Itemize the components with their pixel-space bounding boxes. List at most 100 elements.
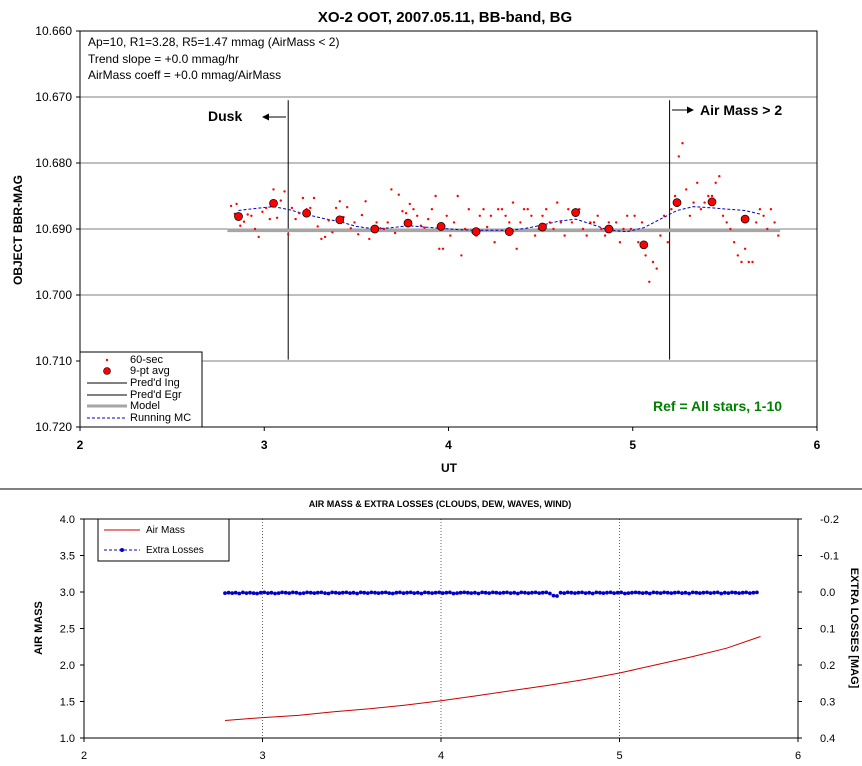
extra-losses-point [523,590,527,595]
sixty-sec-point [515,247,518,250]
sixty-sec-point [710,194,714,198]
extra-losses-point [726,591,731,595]
sixty-sec-point [600,227,603,231]
bottom-y2-tick-label: 0.2 [820,660,835,672]
extra-losses-point [601,591,606,595]
extra-losses-point [423,590,427,595]
sixty-sec-point [556,201,559,204]
extra-losses-point [705,590,709,595]
sixty-sec-point [755,221,758,224]
extra-losses-point [373,590,377,595]
extra-losses-point [540,590,545,595]
sixty-sec-point [541,214,544,217]
nine-pt-avg-point [403,218,413,228]
sixty-sec-point [250,214,253,217]
sixty-sec-point [323,235,327,239]
sixty-sec-point [493,241,496,244]
sixty-sec-point [607,221,610,224]
bottom-y-tick-label: 3.5 [60,551,75,563]
extra-losses-point [405,590,409,595]
sixty-sec-point [246,213,249,216]
sixty-sec-point [257,235,260,239]
extra-losses-point [387,591,392,595]
extra-losses-point [340,590,345,595]
sixty-sec-point [655,267,658,270]
bottom-y-tick-label: 2.5 [60,624,75,636]
legend-ingress: Pred'd Ing [130,377,180,389]
extra-losses-point [308,590,313,595]
nine-pt-avg-point [335,215,345,225]
extra-losses-point [298,591,302,596]
bottom-y2-tick-label: 0.0 [820,587,835,599]
extra-losses-point [637,590,641,595]
bottom-y-axis-label: AIR MASS [33,601,45,655]
extra-losses-point [505,590,509,595]
sixty-sec-point [559,221,563,224]
sixty-sec-point [416,214,419,217]
sixty-sec-point [688,214,692,217]
bottom-chart: AIR MASS & EXTRA LOSSES (CLOUDS, DEW, WA… [33,499,860,762]
nine-pt-avg-point [471,227,481,236]
extra-losses-point [562,591,567,595]
extra-losses-point [280,590,284,595]
extra-losses-point [319,590,324,595]
sixty-sec-point [338,200,341,203]
extra-losses-point [594,590,599,595]
sixty-sec-point [441,247,445,250]
extra-losses-point [487,591,492,595]
bottom-y2-tick-label: 0.1 [820,624,835,636]
sixty-sec-point [651,260,655,264]
sixty-sec-point [393,231,397,235]
bottom-x-tick-label: 3 [259,750,265,762]
sixty-sec-point [316,225,319,228]
extra-losses-point [665,590,670,595]
nine-pt-avg-point [604,224,614,234]
extra-losses-point [519,590,524,595]
sixty-sec-point [670,208,673,211]
extra-losses-point [362,590,367,595]
sixty-sec-point [648,280,651,283]
top-y-tick-label: 10.670 [35,90,72,104]
sixty-sec-point [423,226,426,229]
sixty-sec-point [264,206,268,210]
sixty-sec-point [353,221,356,224]
extra-losses-point [358,590,363,595]
extra-losses-point [233,590,238,595]
nine-pt-avg-point [234,212,243,221]
bottom-x-tick-label: 2 [81,750,87,762]
extra-losses-point [315,590,320,595]
extra-losses-point [476,591,481,596]
extra-losses-point [526,591,531,595]
sixty-sec-point [360,213,364,217]
extra-losses-point [715,590,720,595]
extra-losses-point [740,590,745,595]
extra-losses-point [294,590,299,595]
extra-losses-point [266,591,270,595]
sixty-sec-point [721,214,725,217]
nine-pt-avg-point [639,240,649,250]
sixty-sec-point [229,204,233,208]
sixty-sec-point [412,208,415,211]
sixty-sec-point [747,260,750,264]
extra-losses-point [680,591,684,595]
extra-losses-point [598,590,602,595]
extra-losses-point [376,591,381,595]
top-chart: XO-2 OOT, 2007.05.11, BB-band, BG 10.660… [11,9,821,475]
legend-extra-losses: Extra Losses [146,545,204,556]
extra-losses-point [530,590,534,595]
sixty-sec-point [242,220,246,223]
extra-losses-point [344,590,349,595]
sixty-sec-point [545,208,548,211]
sixty-sec-point [382,227,386,231]
ref-stars-label: Ref = All stars, 1-10 [653,398,782,414]
legend-nine-pt: 9-pt avg [130,365,170,377]
top-gridlines [80,96,817,362]
top-x-tick-label: 4 [445,438,452,452]
extra-losses-point [394,590,399,595]
sixty-sec-point [522,208,526,211]
bottom-y2-tick-label: -0.1 [820,551,839,563]
airmass-arrowhead [687,106,694,114]
bottom-legend-box [97,518,230,562]
extra-losses-point [433,590,438,595]
extra-losses-point [490,590,495,595]
